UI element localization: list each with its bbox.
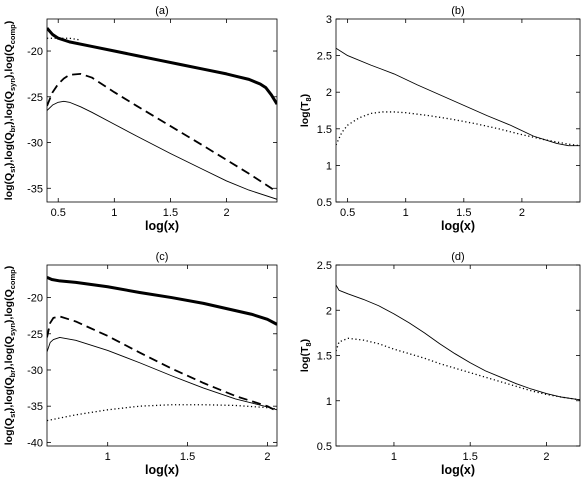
y-axis-label-text: log(Q (3, 418, 15, 445)
panel-a: 0.5 1 1.5 2-35-30-25-20(a)log(x)log(Qst),lo… (3, 5, 278, 233)
y-tick-label: -30 (27, 365, 43, 377)
series-line-dotted-3 (47, 404, 277, 422)
y-tick-label: -20 (27, 46, 43, 58)
y-axis-label-text: ) (299, 339, 311, 343)
x-tick-label: 1 (403, 207, 409, 219)
y-axis-label-text: log(Q (3, 173, 15, 200)
series-line-solid-0 (336, 284, 580, 401)
axes-frame (46, 18, 278, 203)
series-line-dotted-1 (336, 111, 580, 147)
panel-c: 1 1.5 2-40-35-30-25-20(c)log(x)log(Qst),lo… (3, 251, 278, 477)
x-tick-label: 2 (223, 207, 229, 219)
series-line-thick-0 (47, 27, 277, 105)
y-axis-label-text: log(T (299, 101, 311, 127)
y-axis-label-subscript: st (8, 411, 17, 418)
y-axis-label-subscript: 8 (304, 342, 313, 346)
y-axis-label-text: ),log(Q (3, 132, 15, 166)
y-tick-label: 0.5 (317, 441, 332, 453)
y-tick-label: 2 (326, 87, 332, 99)
series-line-solid-0 (336, 47, 580, 147)
x-tick-label: 1.5 (163, 207, 178, 219)
y-axis-label-text: ),log(Q (3, 336, 15, 370)
x-tick-label: 2 (264, 451, 270, 463)
y-axis-label-subscript: syn (8, 78, 17, 91)
x-tick-label: 0.5 (51, 207, 66, 219)
y-tick-label: -30 (27, 138, 43, 150)
y-axis-label-text: ),log(Q (3, 377, 15, 411)
y-tick-label: 2 (326, 305, 332, 317)
y-tick-label: 1.5 (317, 351, 332, 363)
axes-frame (46, 264, 278, 447)
series-line-thin-2 (47, 336, 277, 411)
y-axis-label-text: ) (3, 21, 15, 25)
y-tick-label: 0.5 (317, 197, 332, 209)
series-line-dotted-1 (336, 337, 580, 401)
y-axis-label: log(T8) (299, 339, 313, 372)
y-axis-label-text: ) (3, 266, 15, 270)
panel-title: (a) (155, 5, 168, 17)
x-tick-label: 1 (391, 451, 397, 463)
y-axis-label-subscript: br (8, 125, 17, 133)
y-axis-label-subscript: 8 (304, 97, 313, 101)
panel-d: 1 1.5 2 0.5 1 1.5 2 2.5 (d) log(x) log(T8) (299, 251, 581, 477)
y-axis-label: log(T8) (299, 94, 313, 127)
x-tick-label: 0.5 (340, 207, 355, 219)
panel-title: (d) (451, 251, 464, 263)
panel-title: (c) (156, 251, 169, 263)
series-line-thin-3 (47, 100, 277, 200)
x-tick-label: 1.5 (180, 451, 195, 463)
y-axis-label-subscript: syn (8, 323, 17, 336)
y-axis-label-subscript: br (8, 370, 17, 378)
y-tick-label: 1 (326, 396, 332, 408)
y-tick-label: -20 (27, 293, 43, 305)
panel-b: 0.5 1 1.5 2 0.5 1 1.5 2 2.5 3 (b) log(x) log(T8) (299, 5, 581, 233)
y-axis-label-text: ),log(Q (3, 44, 15, 78)
y-tick-label: -35 (27, 183, 43, 195)
x-tick-label: 1 (105, 451, 111, 463)
y-axis-label: log(Qst),log(Qbr),log(Qsyn),log(Qcomp) (3, 21, 17, 201)
y-tick-label: 2.5 (317, 260, 332, 272)
series-line-dashed-1 (47, 315, 277, 413)
x-tick-label: 1 (111, 207, 117, 219)
y-axis-label-subscript: comp (8, 24, 17, 44)
y-axis-label: log(Qst),log(Qbr),log(Qsyn),log(Qcomp) (3, 266, 17, 446)
y-tick-label: 2.5 (317, 51, 332, 63)
axes-frame (335, 18, 581, 203)
y-tick-label: -25 (27, 92, 43, 104)
x-axis-label: log(x) (441, 463, 475, 477)
x-tick-label: 2 (543, 451, 549, 463)
y-tick-label: 1 (326, 160, 332, 172)
y-tick-label: -40 (27, 437, 43, 449)
x-tick-label: 1.5 (463, 451, 478, 463)
y-axis-label-text: ),log(Q (3, 289, 15, 323)
y-tick-label: 3 (326, 14, 332, 26)
panel-title: (b) (451, 5, 464, 17)
y-tick-label: -35 (27, 401, 43, 413)
y-axis-label-text: ),log(Q (3, 91, 15, 125)
y-axis-label-text: log(T (299, 346, 311, 372)
y-axis-label-subscript: st (8, 166, 17, 173)
series-line-dashed-2 (47, 73, 277, 193)
x-axis-label: log(x) (441, 219, 475, 233)
series-line-thick-0 (47, 275, 277, 326)
y-tick-label: 1.5 (317, 124, 332, 136)
x-tick-label: 2 (519, 207, 525, 219)
y-axis-label-text: ) (299, 94, 311, 98)
x-axis-label: log(x) (145, 463, 179, 477)
y-tick-label: -25 (27, 329, 43, 341)
x-tick-label: 1.5 (456, 207, 471, 219)
x-axis-label: log(x) (145, 219, 179, 233)
y-axis-label-subscript: comp (8, 269, 17, 289)
